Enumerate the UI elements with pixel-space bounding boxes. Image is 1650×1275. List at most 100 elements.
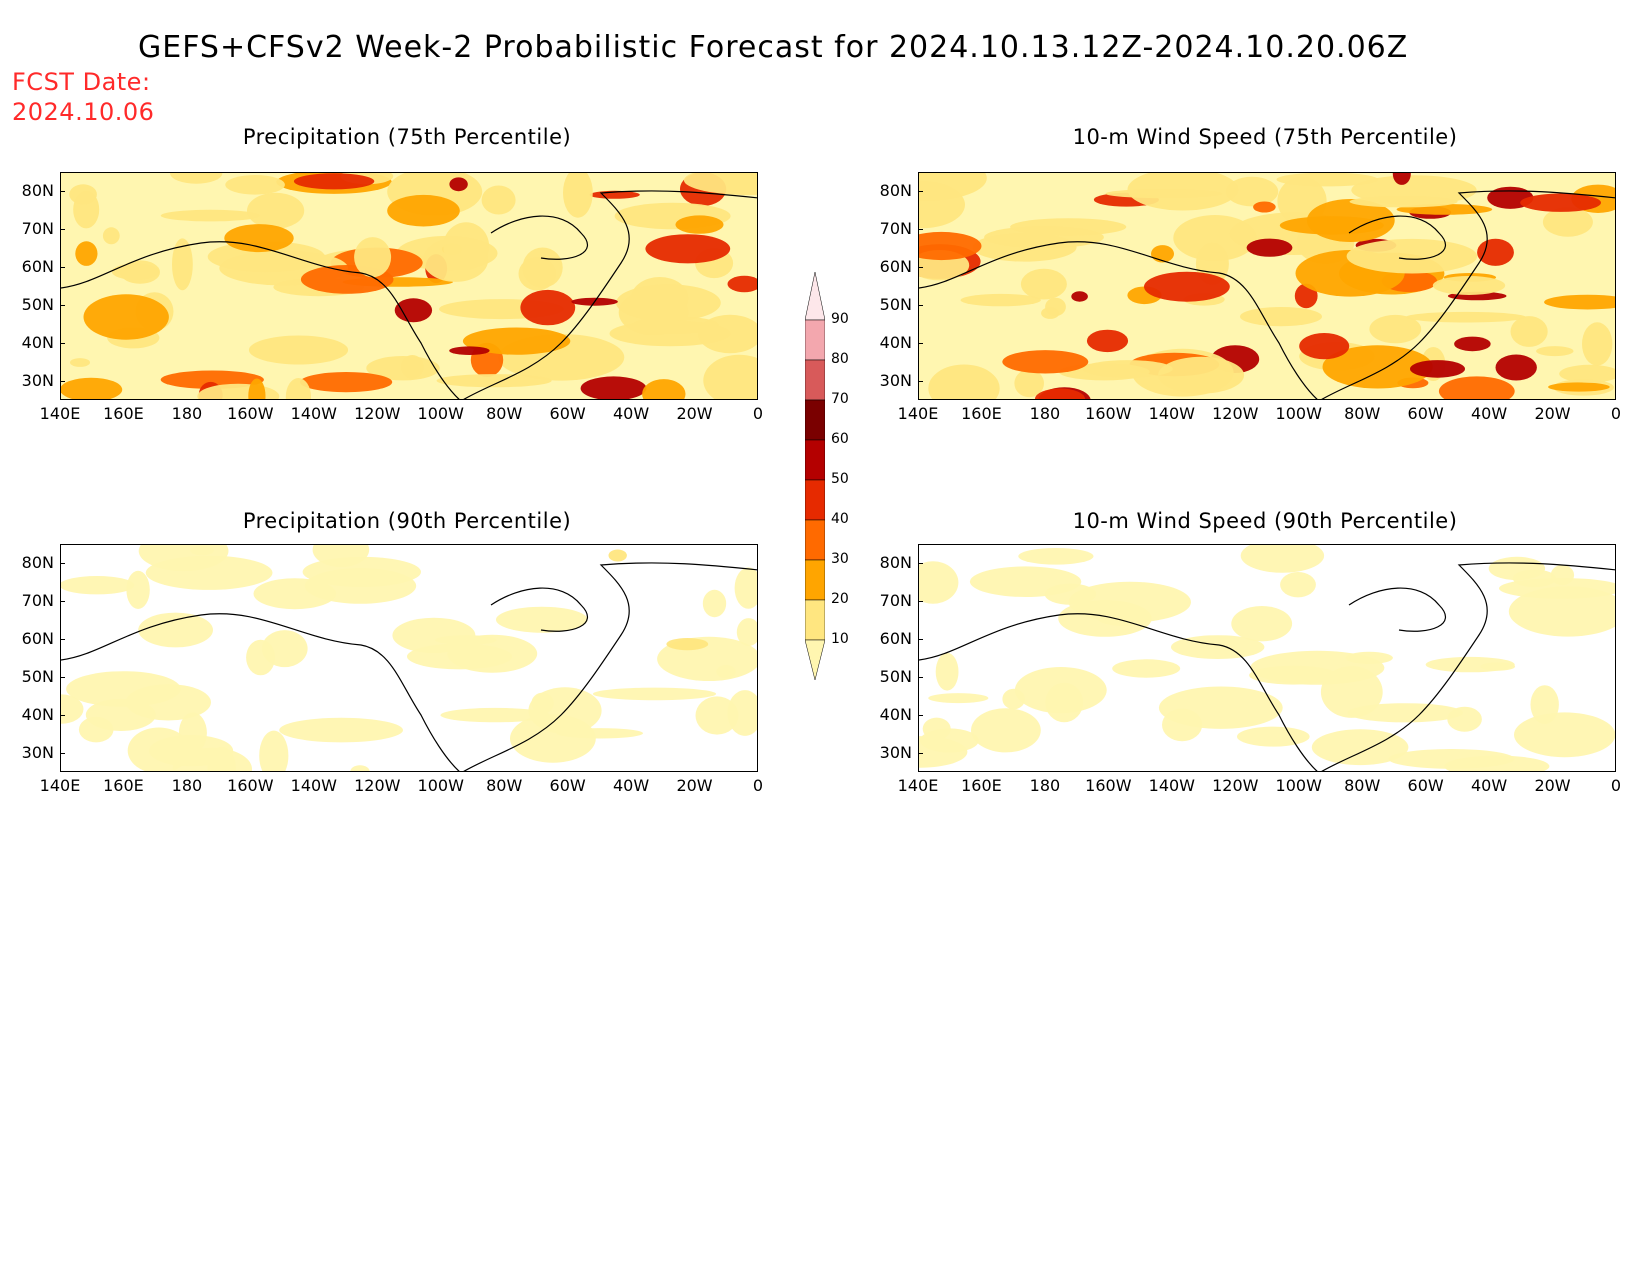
colorbar-segment <box>805 559 825 601</box>
lat-tick-mark <box>918 381 923 382</box>
probability-contour <box>960 293 1041 307</box>
probability-contour <box>66 671 181 707</box>
probability-contour <box>1010 218 1127 236</box>
probability-contour <box>285 378 311 399</box>
lat-tick-label: 50N <box>21 667 54 686</box>
colorbar-level-label: 70 <box>831 391 849 407</box>
lat-tick-label: 60N <box>21 629 54 648</box>
probability-contour <box>616 284 721 322</box>
lon-tick-label: 120W <box>354 776 401 795</box>
probability-contour <box>1068 581 1191 623</box>
lon-tick-label: 0 <box>1610 404 1622 423</box>
probability-contour <box>1320 666 1383 718</box>
probability-contour <box>1231 606 1293 642</box>
probability-contour <box>683 173 757 195</box>
lat-tick-mark <box>918 267 923 268</box>
probability-contour <box>1276 173 1378 187</box>
lon-tick-label: 140W <box>290 404 337 423</box>
probability-contour <box>520 289 576 326</box>
lon-tick-label: 180 <box>1029 776 1061 795</box>
probability-contour <box>85 698 156 731</box>
lon-tick-label: 100W <box>417 404 464 423</box>
probability-contour <box>126 570 150 609</box>
probability-contour <box>259 730 289 771</box>
probability-contour <box>1388 749 1515 769</box>
lat-tick-label: 80N <box>21 553 54 572</box>
probability-contour <box>312 545 370 568</box>
lat-tick-label: 30N <box>879 743 912 762</box>
probability-contour <box>481 185 516 215</box>
probability-contour <box>462 327 571 355</box>
lon-tick-label: 20W <box>676 776 713 795</box>
map-canvas <box>919 545 1615 771</box>
probability-contour <box>922 717 951 740</box>
colorbar-level-label: 10 <box>831 631 849 647</box>
lon-tick-label: 140E <box>39 776 81 795</box>
probability-contour <box>1530 685 1559 724</box>
colorbar-level-label: 50 <box>831 471 849 487</box>
map-canvas <box>919 173 1615 399</box>
probability-contour <box>1225 176 1279 207</box>
probability-contour <box>1512 569 1557 588</box>
probability-contour <box>1548 382 1610 392</box>
probability-contour <box>675 215 724 234</box>
panel-title-precip90: Precipitation (90th Percentile) <box>242 509 572 533</box>
probability-contour <box>1542 207 1593 237</box>
probability-contour <box>279 717 403 743</box>
probability-contour <box>387 194 460 227</box>
lat-tick-label: 60N <box>879 257 912 276</box>
lat-tick-mark <box>918 715 923 716</box>
lat-tick-label: 70N <box>21 591 54 610</box>
lon-tick-label: 40W <box>612 776 650 795</box>
lat-tick-label: 70N <box>879 591 912 610</box>
probability-contour <box>1311 729 1409 766</box>
map-panel-wind90 <box>918 544 1616 772</box>
probability-contour <box>522 247 563 288</box>
probability-contour <box>1477 238 1514 266</box>
lon-tick-label: 40W <box>1470 404 1508 423</box>
colorbar-level-label: 90 <box>831 311 849 327</box>
probability-contour <box>510 714 596 763</box>
lat-tick-label: 50N <box>879 295 912 314</box>
lat-tick-label: 30N <box>21 371 54 390</box>
probability-contour <box>919 231 982 261</box>
probability-contour <box>1425 656 1515 673</box>
probability-contour <box>1582 322 1613 366</box>
lat-tick-label: 40N <box>879 333 912 352</box>
probability-contour <box>1249 665 1338 685</box>
lon-tick-label: 60W <box>1407 404 1444 423</box>
probability-contour <box>1299 333 1350 360</box>
lon-tick-label: 140W <box>290 776 337 795</box>
probability-contour <box>1438 376 1515 399</box>
probability-contour <box>248 378 266 399</box>
probability-contour <box>1151 245 1174 263</box>
forecast-date-label: FCST Date: <box>12 68 151 96</box>
probability-contour <box>61 377 123 399</box>
map-panel-wind75 <box>918 172 1616 400</box>
map-panel-precip75 <box>60 172 758 400</box>
map-canvas <box>61 173 757 399</box>
colorbar <box>805 272 825 680</box>
lon-tick-label: 140W <box>1148 776 1195 795</box>
probability-contour <box>1086 329 1129 353</box>
probability-contour <box>736 618 757 647</box>
probability-contour <box>449 346 490 355</box>
colorbar-segment <box>805 399 825 441</box>
probability-contour <box>703 354 757 399</box>
probability-contour <box>1495 354 1537 381</box>
probability-contour <box>1559 364 1615 383</box>
probability-contour <box>531 692 554 714</box>
lat-tick-label: 70N <box>21 219 54 238</box>
lon-tick-label: 160E <box>103 404 144 423</box>
figure-title: GEFS+CFSv2 Week-2 Probabilistic Forecast… <box>138 30 1409 65</box>
colorbar-segment <box>805 639 825 680</box>
colorbar-level-label: 30 <box>831 551 849 567</box>
lon-tick-label: 100W <box>1275 776 1322 795</box>
lat-tick-mark <box>918 305 923 306</box>
lon-tick-label: 140E <box>39 404 81 423</box>
lon-tick-label: 0 <box>752 404 764 423</box>
lon-tick-label: 160W <box>227 404 274 423</box>
probability-contour <box>1347 703 1463 723</box>
probability-contour <box>1280 572 1316 598</box>
probability-contour <box>69 184 97 205</box>
